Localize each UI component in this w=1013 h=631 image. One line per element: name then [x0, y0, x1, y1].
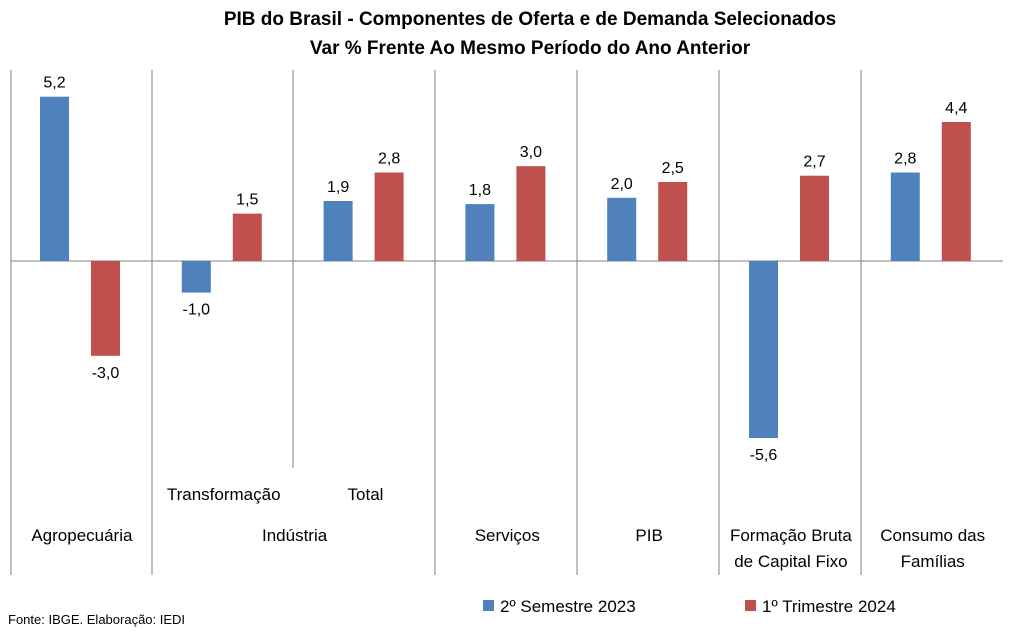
data-label: -1,0 — [183, 302, 211, 319]
bar-2023 — [323, 201, 353, 261]
category-label: Formação Bruta — [730, 526, 852, 545]
data-label: 1,9 — [327, 179, 349, 196]
data-label: 2,8 — [894, 151, 916, 168]
data-label: 4,4 — [945, 100, 967, 117]
bar-2024 — [800, 175, 829, 261]
data-label: -3,0 — [92, 365, 120, 382]
data-labels-group: 5,2 -1,0 1,9 1,8 2,0 -5,6 2,8 -3,0 1,5 2,8 3,0 2,5 2… — [43, 75, 967, 464]
bar-2024 — [941, 122, 971, 261]
data-label: 2,7 — [803, 154, 825, 171]
category-label: Consumo das — [880, 526, 985, 545]
bar-2023 — [749, 261, 778, 438]
category-label: Famílias — [901, 552, 965, 571]
legend-swatch-2023 — [483, 600, 494, 611]
data-label: 2,8 — [378, 151, 400, 168]
category-label: Indústria — [262, 526, 328, 545]
category-label: Serviços — [475, 526, 540, 545]
data-label: -5,6 — [750, 447, 778, 464]
data-label: 2,5 — [662, 160, 684, 177]
legend-swatch-2024 — [745, 600, 756, 611]
bar-2023 — [181, 261, 211, 293]
chart-title: PIB do Brasil - Componentes de Oferta e … — [224, 9, 836, 30]
legend: 2º Semestre 2023 1º Trimestre 2024 — [483, 597, 896, 616]
bar-2024 — [232, 213, 262, 261]
data-label: 1,5 — [236, 192, 258, 209]
legend-label-2024: 1º Trimestre 2024 — [762, 597, 896, 616]
category-label: Agropecuária — [31, 526, 133, 545]
category-label: de Capital Fixo — [734, 552, 847, 571]
chart-subtitle: Var % Frente Ao Mesmo Período do Ano Ant… — [310, 38, 751, 59]
data-label: 1,8 — [469, 182, 491, 199]
data-label: 3,0 — [520, 144, 542, 161]
bar-2023 — [890, 172, 920, 261]
bar-2023 — [607, 197, 637, 261]
legend-label-2023: 2º Semestre 2023 — [500, 597, 636, 616]
category-label: Transformação — [167, 485, 281, 504]
category-dividers — [10, 70, 862, 575]
bar-2024 — [374, 172, 404, 261]
source-note: Fonte: IBGE. Elaboração: IEDI — [8, 612, 185, 627]
bar-2024 — [91, 261, 120, 356]
bar-2024 — [658, 182, 688, 261]
bar-2023 — [465, 204, 495, 261]
category-label: PIB — [635, 526, 662, 545]
bar-2024 — [516, 166, 546, 261]
data-label: 2,0 — [611, 176, 633, 193]
category-labels-group: Transformação Total Agropecuária Indústria S… — [31, 485, 985, 571]
data-label: 5,2 — [43, 75, 65, 92]
bar-2023 — [40, 96, 69, 261]
bars-group — [40, 96, 971, 438]
category-label: Total — [348, 485, 384, 504]
